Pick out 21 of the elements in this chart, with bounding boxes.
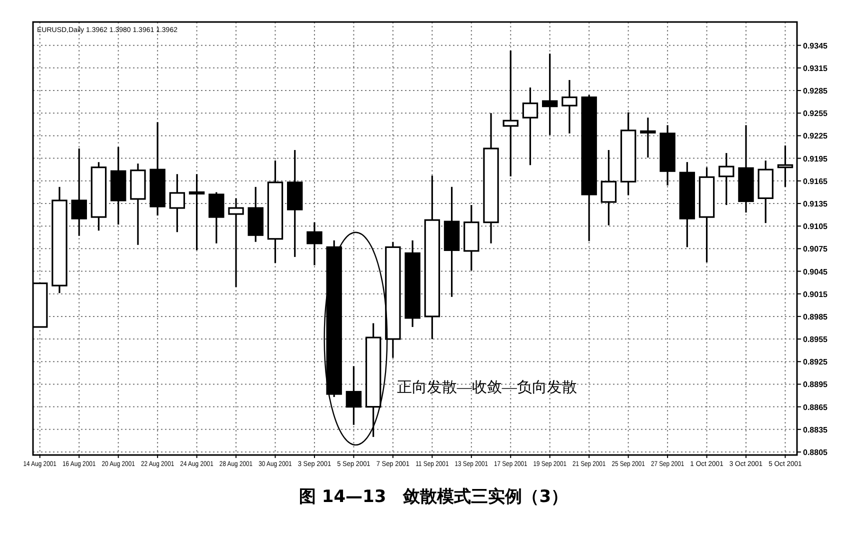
y-tick-label: 0.9165 xyxy=(803,176,828,186)
y-tick-label: 0.8955 xyxy=(803,335,828,344)
text: 图 14—13 敛散模式三实例（3） xyxy=(298,487,568,507)
y-tick-label: 0.9315 xyxy=(803,64,828,73)
annotation: 正向发散—收敛—负向发散 xyxy=(396,378,577,396)
y-tick-label: 0.9255 xyxy=(803,109,828,118)
y-tick-label: 0.8895 xyxy=(803,380,828,390)
y-tick-label: 0.9225 xyxy=(803,132,828,141)
y-tick-label: 0.9045 xyxy=(803,267,828,276)
y-tick-label: 0.8865 xyxy=(803,402,828,412)
y-tick-label: 0.8925 xyxy=(803,358,828,367)
y-tick-label: 0.9345 xyxy=(803,41,828,50)
y-tick-label: 0.9135 xyxy=(803,199,828,208)
y-tick-label: 0.9195 xyxy=(803,154,828,164)
y-tick-label: 0.9285 xyxy=(803,86,828,96)
y-tick-label: 0.9075 xyxy=(803,244,828,254)
y-tick-label: 0.9015 xyxy=(803,290,828,299)
y-tick-label: 0.8835 xyxy=(803,425,828,434)
y-tick-label: 0.9105 xyxy=(803,222,828,232)
y-tick-label: 0.8805 xyxy=(803,448,828,457)
y-tick-label: 0.8985 xyxy=(803,312,828,322)
